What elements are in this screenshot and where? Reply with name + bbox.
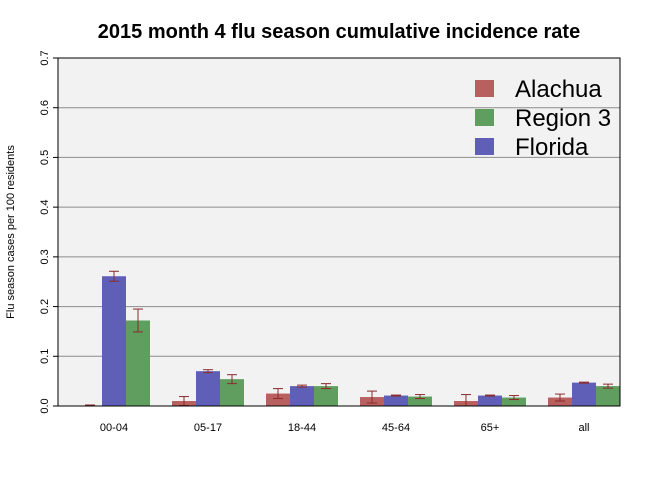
y-tick-label: 0.3 <box>39 249 51 264</box>
y-tick-label: 0.2 <box>39 299 51 314</box>
legend-label: Alachua <box>515 76 602 103</box>
x-tick-label: 65+ <box>481 422 500 434</box>
x-tick-label: 45-64 <box>382 422 410 434</box>
x-axis: 00-04 05-17 18-44 45-64 65+ all <box>100 422 590 434</box>
chart-title: 2015 month 4 flu season cumulative incid… <box>98 21 580 43</box>
bar-florida-45-64 <box>384 395 408 406</box>
x-tick-label: all <box>578 422 589 434</box>
legend-swatch <box>475 109 494 126</box>
bar-florida-05-17 <box>196 371 220 406</box>
y-axis-label: Flu season cases per 100 residents <box>5 145 17 319</box>
x-tick-label: 00-04 <box>100 422 128 434</box>
y-tick-label: 0.4 <box>39 199 51 214</box>
y-tick-label: 0.7 <box>39 50 51 65</box>
legend-swatch <box>475 138 494 155</box>
bar-region-3-all <box>596 386 620 406</box>
bar-florida-all <box>572 382 596 406</box>
bar-region-3-65+ <box>502 397 526 406</box>
x-tick-label: 18-44 <box>288 422 316 434</box>
plot-frame <box>57 57 621 407</box>
x-tick-label: 05-17 <box>194 422 222 434</box>
y-axis: 0.0 0.1 0.2 0.3 0.4 0.5 0.6 0.7 <box>39 50 58 414</box>
bar-florida-65+ <box>478 395 502 406</box>
y-tick-label: 0.0 <box>39 398 51 413</box>
bar-region-3-00-04 <box>126 320 150 406</box>
legend-label: Region 3 <box>515 105 611 132</box>
legend-swatch <box>475 80 494 97</box>
bar-alachua-all <box>548 397 572 406</box>
bar-florida-18-44 <box>290 386 314 406</box>
legend-label: Florida <box>515 134 589 161</box>
bar-region-3-45-64 <box>408 396 432 406</box>
plot-background <box>58 58 620 406</box>
y-tick-label: 0.6 <box>39 100 51 115</box>
y-tick-label: 0.5 <box>39 150 51 165</box>
y-tick-label: 0.1 <box>39 349 51 364</box>
bar-alachua-18-44 <box>266 393 290 406</box>
bar-florida-00-04 <box>102 276 126 406</box>
bar-region-3-18-44 <box>314 386 338 406</box>
